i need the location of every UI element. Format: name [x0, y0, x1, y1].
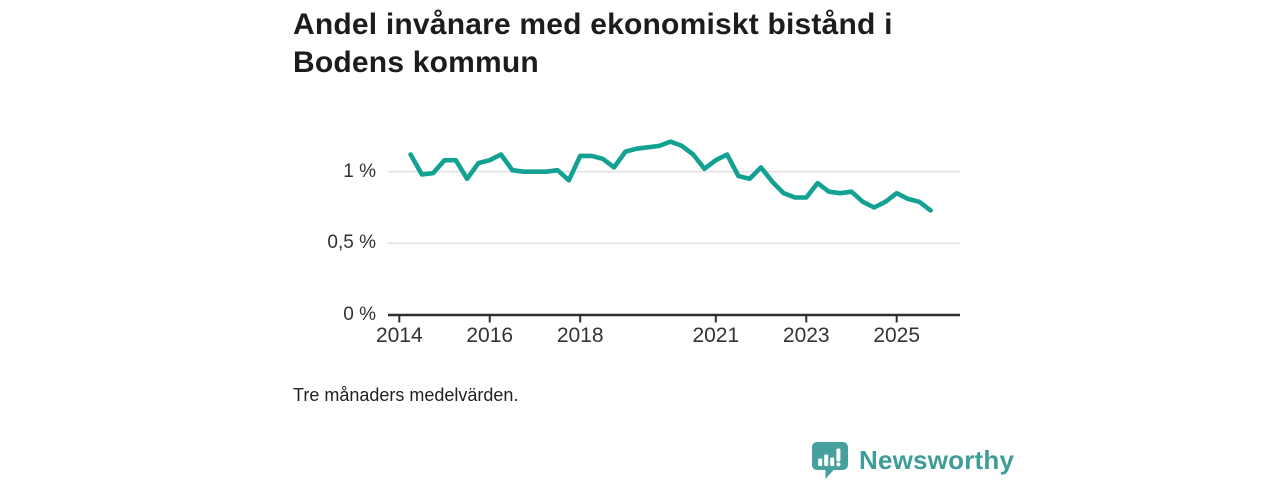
data-line-ekonomiskt-bistand: [408, 139, 933, 213]
x-axis-tick-label: 2016: [466, 324, 514, 347]
x-axis-tick-label: 2021: [692, 324, 740, 347]
x-axis-tick-label: 2018: [556, 324, 604, 347]
x-axis-tick-label: 2023: [782, 324, 830, 347]
x-axis-tick-label: 2014: [375, 324, 423, 347]
newsworthy-wordmark: Newsworthy: [859, 444, 1015, 475]
y-axis-tick-label: 1 %: [343, 160, 376, 182]
x-axis-tick-label: 2025: [873, 324, 921, 347]
chart-title: Andel invånare med ekonomiskt bistånd i …: [293, 8, 893, 79]
y-axis-tick-label: 0,5 %: [327, 232, 376, 254]
chart-note: Tre månaders medelvärden.: [293, 385, 519, 405]
newsworthy-brand: Newsworthy: [811, 441, 1014, 479]
y-axis-tick-label: 0 %: [343, 304, 376, 325]
newsworthy-speech-bubble-bar-chart-icon: [812, 442, 848, 479]
